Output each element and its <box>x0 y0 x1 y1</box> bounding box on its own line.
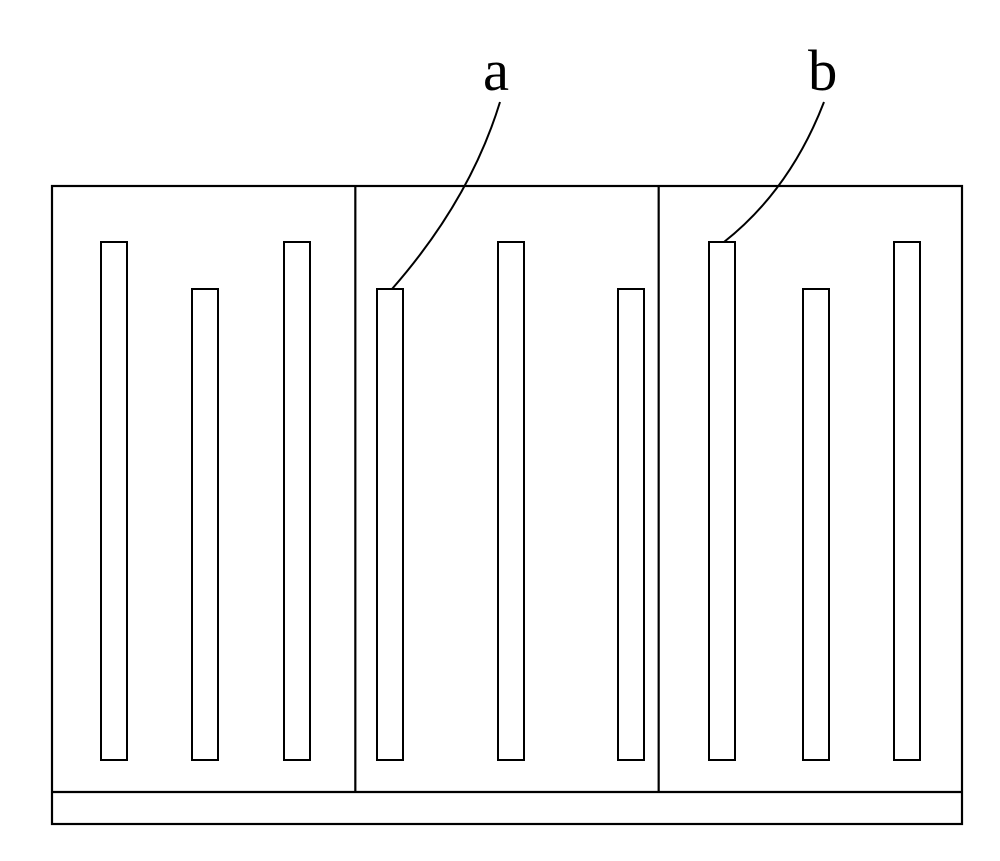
label-a: a <box>483 42 509 101</box>
bar-short <box>192 289 218 760</box>
label-b: b <box>808 42 837 101</box>
leader-lines <box>392 102 824 289</box>
bar-short <box>803 289 829 760</box>
outer-frame <box>52 186 962 824</box>
bar-tall <box>894 242 920 760</box>
bar-short <box>618 289 644 760</box>
cell-dividers <box>355 186 658 792</box>
leader-b <box>724 102 824 242</box>
leader-a <box>392 102 500 289</box>
bars-group <box>101 242 920 760</box>
bar-tall <box>709 242 735 760</box>
bar-tall <box>498 242 524 760</box>
diagram-svg <box>0 0 1000 861</box>
bar-tall <box>101 242 127 760</box>
diagram-stage: a b <box>0 0 1000 861</box>
bar-tall <box>284 242 310 760</box>
bar-short <box>377 289 403 760</box>
